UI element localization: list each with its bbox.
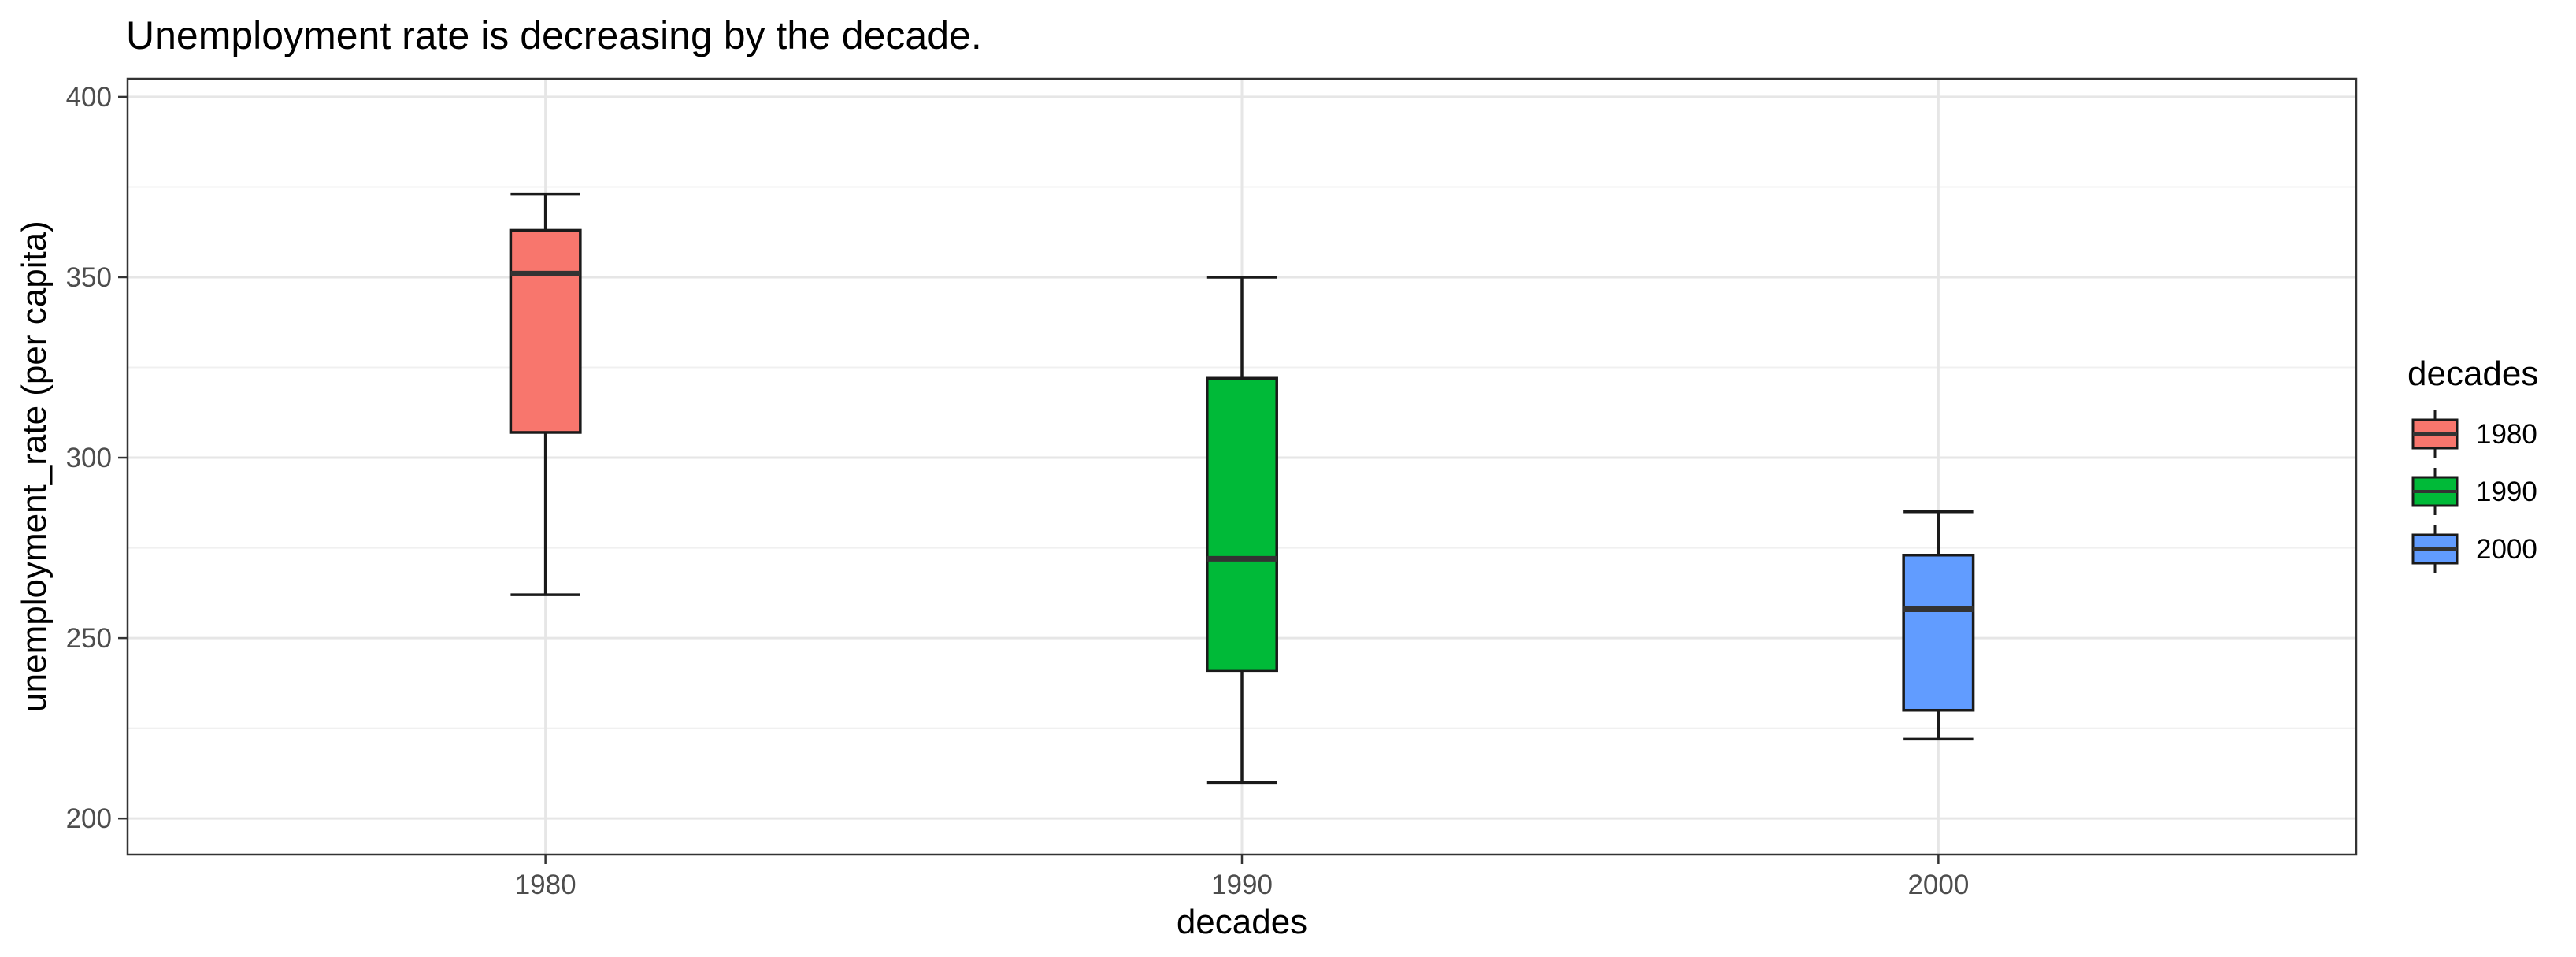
box-1980 xyxy=(509,192,582,596)
box-2000 xyxy=(1902,510,1975,741)
y-axis-title: unemployment_rate (per capita) xyxy=(15,221,54,712)
y-tick-label: 200 xyxy=(66,803,112,834)
y-tick-label: 300 xyxy=(66,443,112,473)
box-layer xyxy=(509,192,1975,785)
x-tick-label: 1990 xyxy=(1211,870,1273,900)
y-tick-label: 400 xyxy=(66,82,112,113)
legend-item-1980: 1980 xyxy=(2411,410,2537,458)
x-axis: 1980 1990 2000 xyxy=(515,855,1969,900)
box-1990 xyxy=(1206,276,1278,785)
x-axis-title: decades xyxy=(1177,903,1307,941)
legend-label: 1990 xyxy=(2476,477,2537,507)
legend-title: decades xyxy=(2407,354,2538,393)
legend-item-2000: 2000 xyxy=(2411,525,2537,573)
legend-item-1990: 1990 xyxy=(2411,468,2537,515)
legend-label: 1980 xyxy=(2476,419,2537,450)
box-body xyxy=(1206,376,1278,673)
y-axis: 200 250 300 350 400 xyxy=(66,82,128,834)
legend-label: 2000 xyxy=(2476,534,2537,565)
box-body xyxy=(1902,553,1975,712)
y-tick-label: 250 xyxy=(66,623,112,654)
legend: decades 1980 1990 2000 xyxy=(2407,354,2538,573)
x-tick-label: 1980 xyxy=(515,870,576,900)
y-tick-label: 350 xyxy=(66,262,112,293)
box-body xyxy=(509,228,582,434)
x-tick-label: 2000 xyxy=(1907,870,1969,900)
chart-title: Unemployment rate is decreasing by the d… xyxy=(126,13,982,57)
